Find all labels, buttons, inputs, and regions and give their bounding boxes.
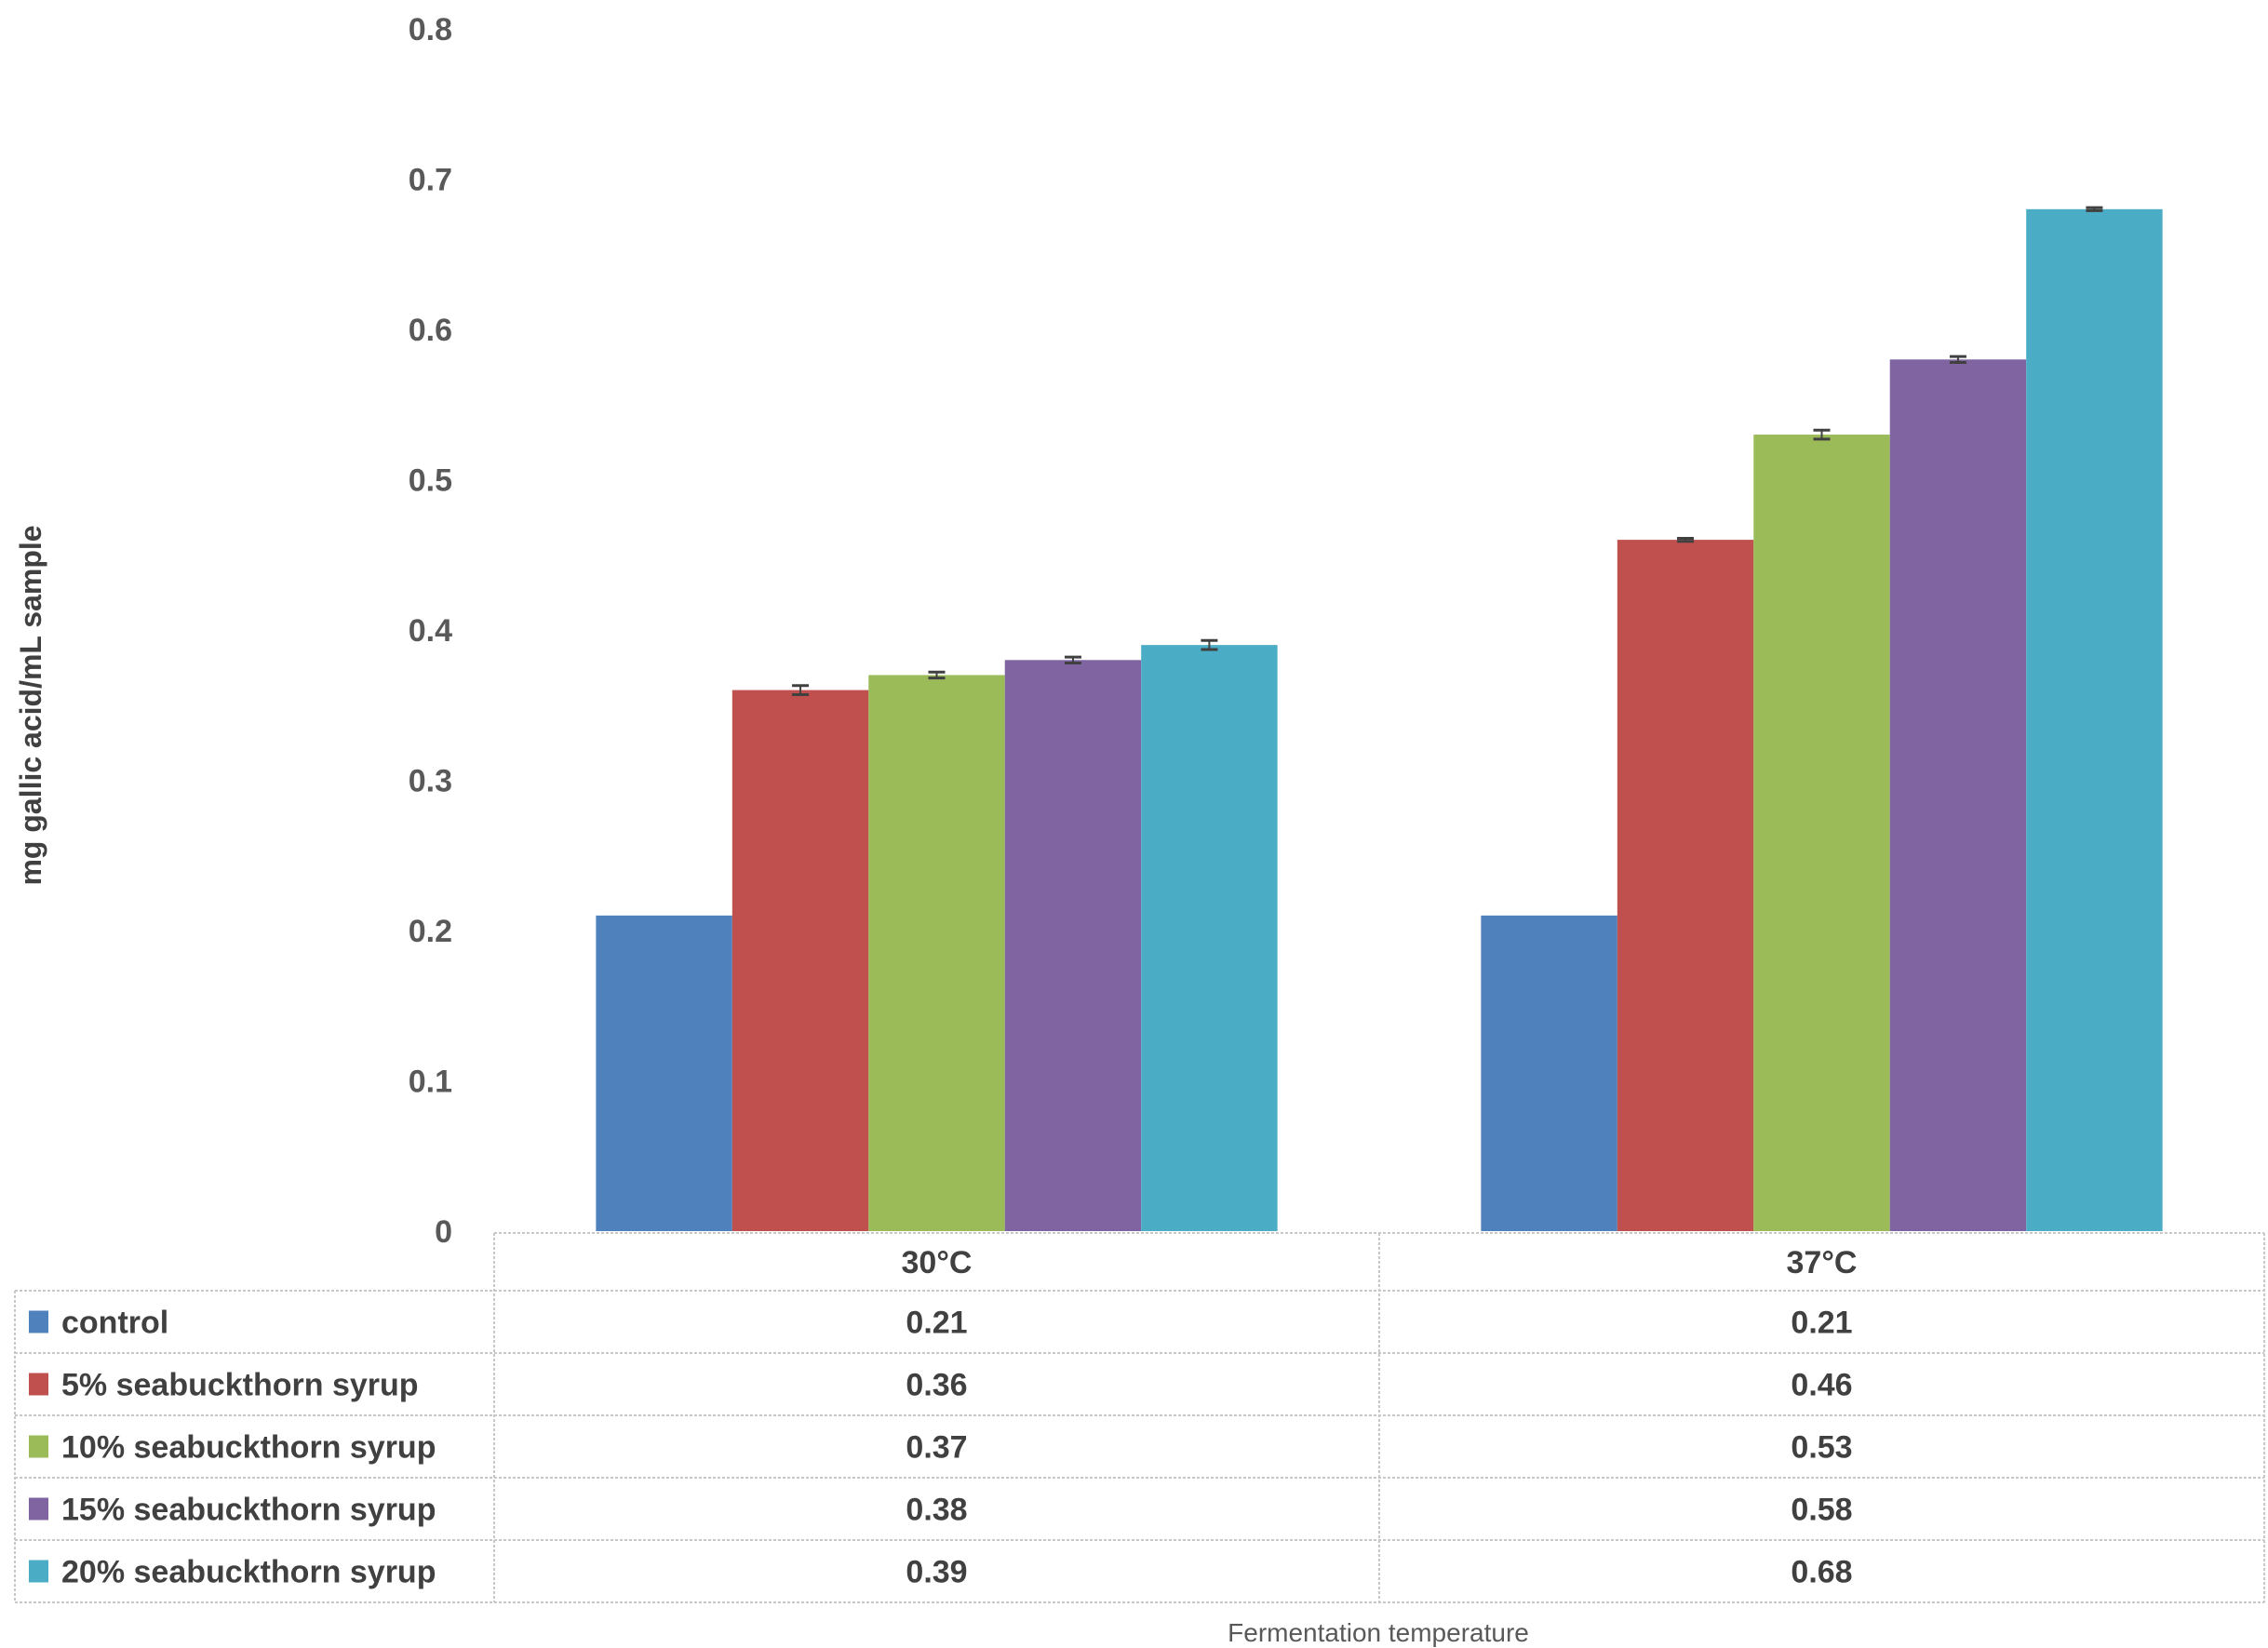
bar [1889,359,2027,1231]
y-tick-label: 0 [435,1214,452,1250]
y-tick-label: 0.6 [409,313,452,348]
table-value: 0.39 [906,1555,967,1590]
y-tick-label: 0.2 [409,914,452,949]
bar [1481,915,1617,1231]
legend-swatch [29,1310,48,1333]
y-tick-label: 0.5 [409,463,452,499]
bar [1141,645,1278,1231]
bar [731,690,869,1231]
bar [596,915,732,1231]
bar [1004,660,1142,1231]
legend-swatch [29,1560,48,1583]
category-label: 37°C [1787,1245,1858,1280]
x-axis-title: Fermentation temperature [1228,1618,1529,1647]
table-value: 0.21 [1791,1306,1852,1341]
legend-label: 15% seabuckthorn syrup [61,1493,436,1528]
bar [2026,208,2163,1231]
table-value: 0.53 [1791,1430,1852,1466]
y-axis-ticks: 0 0.1 0.2 0.3 0.4 0.5 0.6 0.7 0.8 [409,12,452,1250]
table-value: 0.46 [1791,1368,1852,1403]
legend-swatch [29,1373,48,1396]
table-value: 0.36 [906,1368,967,1403]
bar [868,675,1005,1231]
bar [1753,435,1890,1231]
legend-label: 20% seabuckthorn syrup [61,1555,436,1590]
y-axis-title: mg gallic acid/mL sample [14,525,47,885]
legend-swatch [29,1435,48,1458]
table-value: 0.21 [906,1306,967,1341]
y-tick-label: 0.8 [409,12,452,47]
table-value: 0.68 [1791,1555,1852,1590]
table-value: 0.38 [906,1493,967,1528]
table-value: 0.58 [1791,1493,1852,1528]
y-tick-label: 0.3 [409,764,452,799]
legend-swatch [29,1497,48,1521]
data-table: 30°C 37°C control 0.21 0.21 5% seabuckthorn s… [14,1232,2265,1603]
legend-label: 5% seabuckthorn syrup [61,1368,419,1403]
category-label: 30°C [902,1245,973,1280]
y-tick-label: 0.1 [409,1065,452,1100]
table-value: 0.37 [906,1430,967,1466]
legend-label: 10% seabuckthorn syrup [61,1430,436,1466]
bar [1617,540,1754,1231]
y-tick-label: 0.7 [409,163,452,198]
bars [596,206,2163,1231]
legend-label: control [61,1306,168,1341]
y-tick-label: 0.4 [409,613,452,649]
